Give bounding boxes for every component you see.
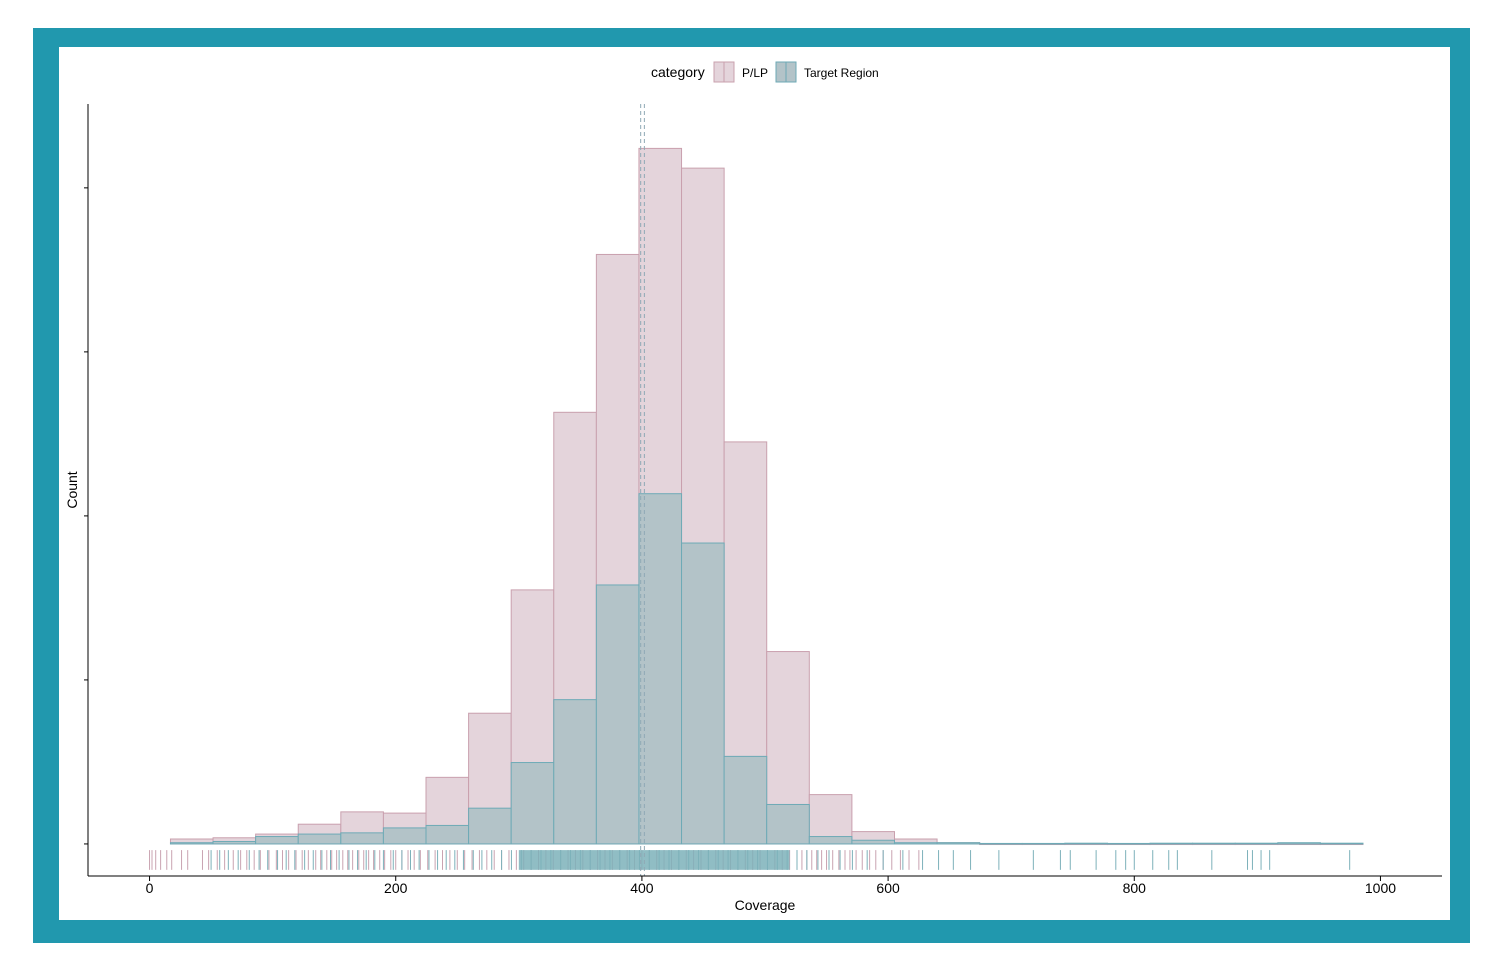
histogram-bar-target-region [382, 827, 427, 845]
histogram-bar-target-region [1234, 842, 1279, 845]
rug-target-region [210, 850, 1351, 870]
histogram-bar-target-region [808, 836, 853, 845]
x-axis-label: Coverage [735, 897, 796, 913]
histogram-bar-target-region [723, 755, 768, 845]
histogram-bar-target-region [468, 807, 512, 845]
histogram-bar-target-region [1149, 842, 1194, 845]
histogram-bar-target-region [638, 493, 683, 845]
legend: category P/LP Target Region [651, 61, 879, 83]
histogram-bar-target-region [979, 842, 1023, 845]
histogram-bar-target-region [1277, 842, 1321, 845]
bars-target-region [169, 493, 1364, 845]
histogram-bar-target-region [851, 839, 895, 845]
histogram-bar-target-region [1319, 842, 1364, 845]
x-tick-label: 200 [384, 880, 408, 896]
histogram-bar-target-region [1106, 842, 1151, 845]
histogram-bar-target-region [425, 824, 470, 845]
histogram-bar-target-region [297, 833, 342, 845]
histogram-bar-target-region [212, 840, 257, 845]
histogram-bar-target-region [1064, 842, 1108, 845]
legend-title: category [651, 64, 705, 80]
histogram-bar-target-region [553, 699, 597, 845]
histogram-bar-target-region [766, 803, 810, 845]
histogram-bar-target-region [595, 584, 640, 845]
x-tick-label: 400 [630, 880, 654, 896]
legend-label-plp: P/LP [742, 66, 768, 80]
rug-dense-band [518, 850, 790, 870]
histogram-bar-target-region [1192, 842, 1236, 845]
histogram-bar-target-region [893, 842, 938, 845]
bars-plp [169, 147, 1364, 846]
y-axis-label: Count [64, 471, 80, 508]
histogram-bar-target-region [681, 542, 725, 845]
histogram-bar-target-region [169, 842, 214, 845]
histogram-bar-target-region [1021, 842, 1066, 845]
x-tick-label: 1000 [1365, 880, 1396, 896]
histogram-bar-target-region [936, 842, 981, 845]
legend-label-target-region: Target Region [804, 66, 879, 80]
x-tick-label: 600 [876, 880, 900, 896]
mean-lines [640, 104, 645, 876]
y-axis-ticks [84, 187, 88, 845]
histogram-bar-target-region [510, 762, 555, 845]
x-tick-label: 800 [1123, 880, 1147, 896]
x-axis-ticks: 0 200 400 600 800 1000 [146, 876, 1396, 896]
histogram-bar-target-region [340, 832, 384, 845]
histogram-bar-target-region [255, 836, 299, 845]
x-tick-label: 0 [146, 880, 154, 896]
